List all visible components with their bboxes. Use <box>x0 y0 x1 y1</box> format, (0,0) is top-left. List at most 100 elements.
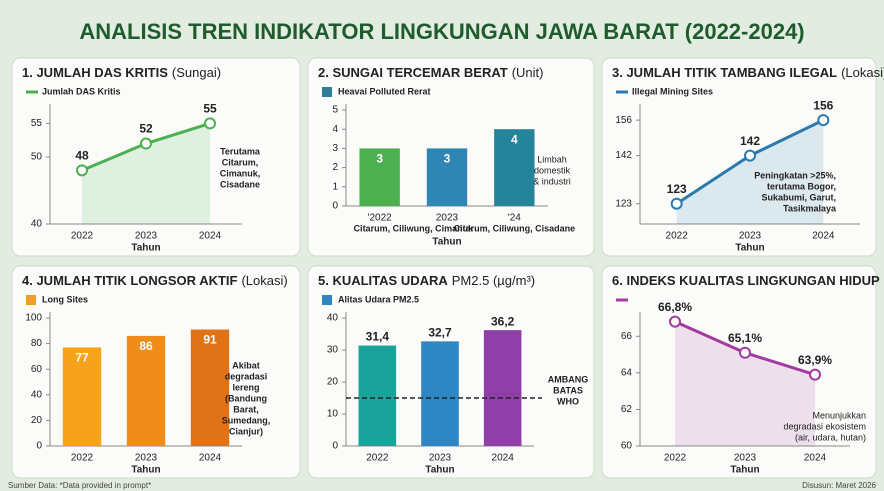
x-axis-label: Tahun <box>730 465 759 476</box>
unit-text: PM2.5 (µg/m³) <box>452 273 535 288</box>
panel-title: 5. KUALITAS UDARAPM2.5 (µg/m³) <box>318 273 535 288</box>
x-tick-label: 2024 <box>812 231 835 242</box>
point <box>670 317 680 327</box>
y-tick-label: 62 <box>621 404 633 415</box>
annotation: Sumedang, <box>222 415 271 425</box>
annotation: Cianjur) <box>229 426 263 436</box>
value-label: 52 <box>139 122 153 136</box>
panel-title: 4. JUMLAH TITIK LONGSOR AKTIF(Lokasi) <box>22 273 288 288</box>
value-label: 66,8% <box>658 300 692 314</box>
annotation: Limbah <box>537 154 567 164</box>
x-tick-label: 2022 <box>71 231 94 242</box>
y-tick-label: 5 <box>332 105 338 116</box>
y-tick-label: 0 <box>332 441 338 452</box>
value-label: 32,7 <box>428 326 452 340</box>
annotation: (air, udara, hutan) <box>795 432 866 442</box>
value-label: 77 <box>75 351 89 365</box>
page: ANALISIS TREN INDIKATOR LINGKUNGAN JAWA … <box>0 0 884 491</box>
annotation: lereng <box>232 382 259 392</box>
point <box>818 115 828 125</box>
category-note: Citarum, Ciliwung, Cisadane <box>454 223 576 233</box>
point <box>672 199 682 209</box>
annotation: Menunjukkan <box>812 410 866 420</box>
x-axis-label: Tahun <box>735 243 764 254</box>
y-tick-label: 156 <box>615 115 632 126</box>
x-tick-label: 2024 <box>199 453 222 464</box>
value-label: 91 <box>203 333 217 347</box>
annotation: terutama Bogor, <box>767 181 836 191</box>
annotation: BATAS <box>553 385 583 395</box>
legend-label: Heavai Polluted Rerat <box>338 86 431 96</box>
x-tick-label: 2023 <box>135 231 158 242</box>
x-tick-label: '24 <box>508 213 521 224</box>
y-tick-label: 64 <box>621 367 633 378</box>
y-tick-label: 0 <box>332 201 338 212</box>
legend-swatch <box>26 295 36 305</box>
annotation: AMBANG <box>548 374 589 384</box>
title-text: 4. JUMLAH TITIK LONGSOR AKTIF <box>22 273 238 288</box>
y-tick-label: 50 <box>31 152 43 163</box>
legend-swatch <box>322 295 332 305</box>
source: Sumber Data: *Data provided in prompt* <box>8 481 151 490</box>
y-tick-label: 123 <box>615 198 632 209</box>
annotation: Barat, <box>233 404 259 414</box>
x-tick-label: 2022 <box>71 453 94 464</box>
title-text: 6. INDEKS KUALITAS LINGKUNGAN HIDUP <box>612 273 880 288</box>
x-tick-label: 2022 <box>366 453 389 464</box>
y-tick-label: 30 <box>327 345 339 356</box>
annotation: degradasi ekosistem <box>783 421 866 431</box>
annotation: WHO <box>557 396 579 406</box>
x-axis-label: Tahun <box>131 243 160 254</box>
y-tick-label: 100 <box>25 313 42 324</box>
x-axis-label: Tahun <box>425 465 454 476</box>
y-tick-label: 80 <box>31 338 43 349</box>
x-tick-label: 2023 <box>734 453 757 464</box>
y-tick-label: 60 <box>621 441 633 452</box>
y-tick-label: 2 <box>332 162 338 173</box>
x-tick-label: 2022 <box>664 453 687 464</box>
y-tick-label: 66 <box>621 331 633 342</box>
y-tick-label: 142 <box>615 150 632 161</box>
panel-title: 1. JUMLAH DAS KRITIS (Sungai) <box>22 65 221 80</box>
main-title: ANALISIS TREN INDIKATOR LINGKUNGAN JAWA … <box>79 19 804 44</box>
bar <box>421 341 459 446</box>
y-tick-label: 4 <box>332 124 338 135</box>
value-label: 3 <box>376 152 383 166</box>
value-label: 48 <box>75 149 89 163</box>
x-tick-label: 2022 <box>666 231 689 242</box>
x-tick-label: 2023 <box>135 453 158 464</box>
annotation: Terutama <box>220 146 261 156</box>
annotation: Cisadane <box>220 179 260 189</box>
x-tick-label: 2024 <box>199 231 222 242</box>
y-tick-label: 40 <box>31 389 43 400</box>
y-tick-label: 0 <box>36 441 42 452</box>
x-tick-label: 2024 <box>492 453 515 464</box>
annotation: degradasi <box>225 371 268 381</box>
point <box>740 348 750 358</box>
x-tick-label: '2022 <box>368 213 393 224</box>
y-tick-label: 55 <box>31 118 43 129</box>
point <box>745 151 755 161</box>
unit-text: (Sungai) <box>172 65 221 80</box>
annotation: Citarum, <box>222 157 259 167</box>
point <box>141 139 151 149</box>
value-label: 86 <box>139 339 153 353</box>
x-tick-label: 2023 <box>436 213 459 224</box>
title-text: 1. JUMLAH DAS KRITIS <box>22 65 168 80</box>
annotation: & industri <box>533 176 571 186</box>
value-label: 4 <box>511 132 518 146</box>
annotation: domestik <box>534 165 571 175</box>
x-tick-label: 2024 <box>804 453 827 464</box>
unit-text: (Unit) <box>512 65 544 80</box>
annotation: Tasikmalaya <box>783 203 837 213</box>
title-text: 3. JUMLAH TITIK TAMBANG ILEGAL <box>612 65 837 80</box>
value-label: 55 <box>203 102 217 116</box>
point <box>810 370 820 380</box>
value-label: 156 <box>813 98 833 112</box>
y-tick-label: 20 <box>31 415 43 426</box>
infographic: ANALISIS TREN INDIKATOR LINGKUNGAN JAWA … <box>0 0 884 491</box>
y-tick-label: 40 <box>327 313 339 324</box>
value-label: 123 <box>667 182 687 196</box>
annotation: Sukabumi, Garut, <box>761 192 836 202</box>
value-label: 142 <box>740 134 760 148</box>
